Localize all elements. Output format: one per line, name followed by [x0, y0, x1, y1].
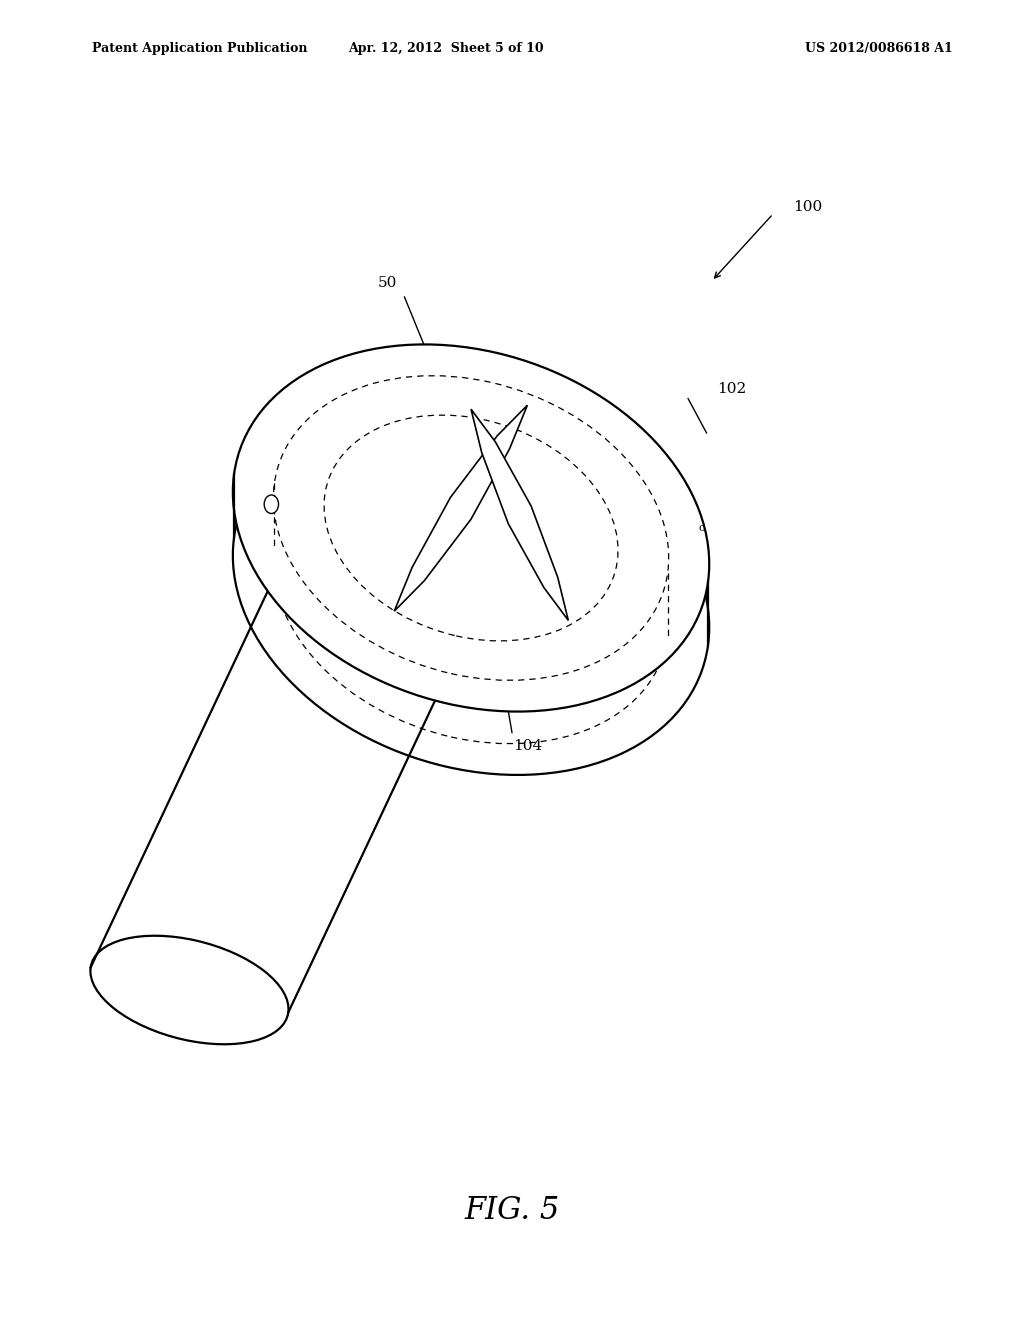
Text: Patent Application Publication: Patent Application Publication	[92, 42, 307, 55]
Text: 100: 100	[794, 201, 823, 214]
Text: 102: 102	[717, 383, 746, 396]
Text: Apr. 12, 2012  Sheet 5 of 10: Apr. 12, 2012 Sheet 5 of 10	[347, 42, 544, 55]
Text: US 2012/0086618 A1: US 2012/0086618 A1	[805, 42, 952, 55]
Text: 104: 104	[513, 739, 542, 754]
Text: o: o	[698, 523, 705, 533]
Ellipse shape	[232, 345, 710, 711]
Text: FIG. 5: FIG. 5	[464, 1195, 560, 1225]
Ellipse shape	[90, 936, 289, 1044]
Polygon shape	[471, 409, 568, 620]
Text: 50: 50	[378, 276, 396, 290]
Ellipse shape	[280, 533, 478, 642]
Circle shape	[264, 495, 279, 513]
Polygon shape	[394, 405, 527, 611]
